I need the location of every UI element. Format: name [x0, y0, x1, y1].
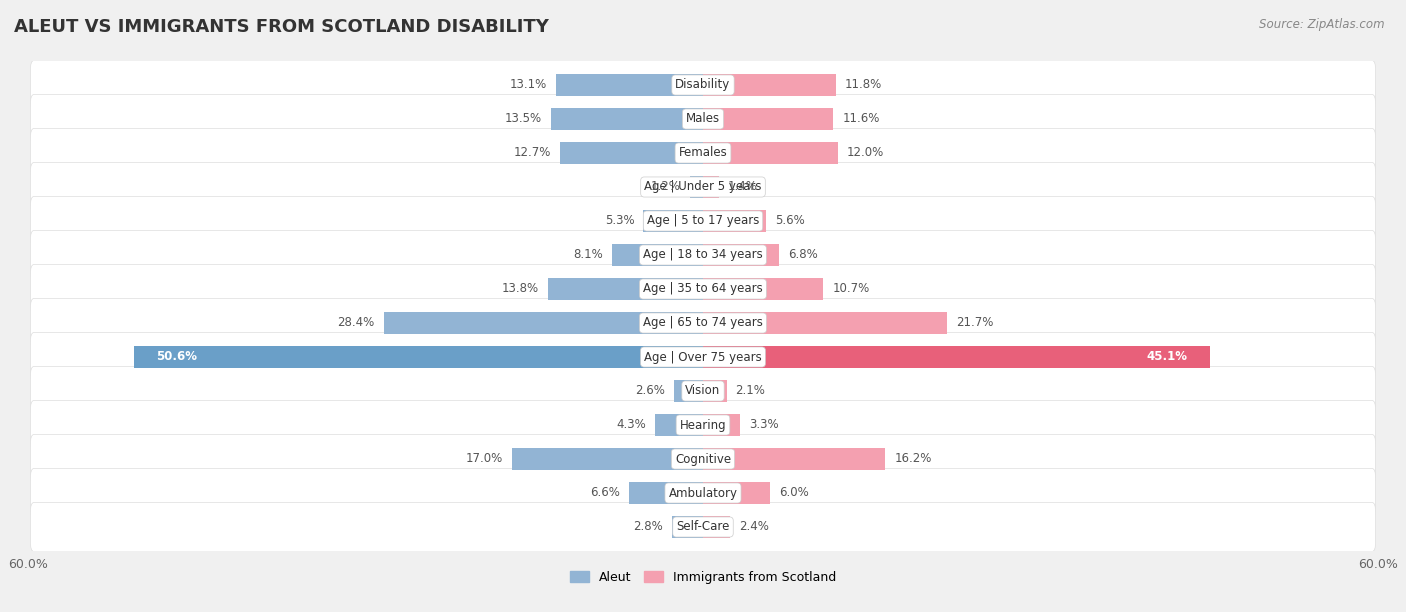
Text: 21.7%: 21.7% — [956, 316, 994, 329]
FancyBboxPatch shape — [31, 196, 1375, 245]
Bar — [628, 482, 703, 504]
Bar — [703, 108, 834, 130]
FancyBboxPatch shape — [31, 502, 1375, 551]
Bar — [548, 278, 703, 299]
Text: 5.6%: 5.6% — [775, 214, 804, 228]
Text: 45.1%: 45.1% — [1147, 351, 1188, 364]
Text: Age | Over 75 years: Age | Over 75 years — [644, 351, 762, 364]
Text: 12.0%: 12.0% — [846, 146, 884, 160]
Text: 6.0%: 6.0% — [779, 487, 810, 499]
Bar — [703, 211, 766, 231]
Text: Age | 5 to 17 years: Age | 5 to 17 years — [647, 214, 759, 228]
Bar — [560, 143, 703, 163]
Text: 17.0%: 17.0% — [465, 452, 503, 466]
Text: 12.7%: 12.7% — [513, 146, 551, 160]
Text: 2.1%: 2.1% — [735, 384, 765, 398]
Text: 13.5%: 13.5% — [505, 113, 543, 125]
Bar — [689, 176, 703, 198]
Text: Age | 35 to 64 years: Age | 35 to 64 years — [643, 283, 763, 296]
Legend: Aleut, Immigrants from Scotland: Aleut, Immigrants from Scotland — [565, 565, 841, 589]
FancyBboxPatch shape — [31, 163, 1375, 212]
FancyBboxPatch shape — [31, 94, 1375, 143]
Text: 2.8%: 2.8% — [633, 520, 662, 534]
Text: Source: ZipAtlas.com: Source: ZipAtlas.com — [1260, 18, 1385, 31]
Bar — [703, 143, 838, 163]
Text: Age | Under 5 years: Age | Under 5 years — [644, 181, 762, 193]
Text: 28.4%: 28.4% — [337, 316, 374, 329]
Text: 11.6%: 11.6% — [842, 113, 880, 125]
Bar — [703, 313, 948, 334]
Text: 2.4%: 2.4% — [740, 520, 769, 534]
Bar — [703, 482, 770, 504]
Bar — [551, 108, 703, 130]
Text: 1.4%: 1.4% — [728, 181, 758, 193]
Text: ALEUT VS IMMIGRANTS FROM SCOTLAND DISABILITY: ALEUT VS IMMIGRANTS FROM SCOTLAND DISABI… — [14, 18, 548, 36]
Bar — [703, 346, 1211, 368]
Text: Disability: Disability — [675, 78, 731, 92]
Bar — [703, 449, 886, 469]
Bar — [655, 414, 703, 436]
Text: Cognitive: Cognitive — [675, 452, 731, 466]
Text: Ambulatory: Ambulatory — [668, 487, 738, 499]
Text: Self-Care: Self-Care — [676, 520, 730, 534]
FancyBboxPatch shape — [31, 231, 1375, 280]
FancyBboxPatch shape — [31, 367, 1375, 416]
Text: 4.3%: 4.3% — [616, 419, 645, 431]
Text: 13.1%: 13.1% — [509, 78, 547, 92]
Text: Vision: Vision — [685, 384, 721, 398]
Bar — [703, 176, 718, 198]
Text: Males: Males — [686, 113, 720, 125]
FancyBboxPatch shape — [31, 299, 1375, 348]
Text: 10.7%: 10.7% — [832, 283, 869, 296]
Text: 8.1%: 8.1% — [574, 248, 603, 261]
Text: 11.8%: 11.8% — [845, 78, 882, 92]
Text: 1.2%: 1.2% — [651, 181, 681, 193]
FancyBboxPatch shape — [31, 61, 1375, 110]
FancyBboxPatch shape — [31, 400, 1375, 449]
Text: 13.8%: 13.8% — [502, 283, 538, 296]
Bar — [555, 75, 703, 95]
Text: 6.8%: 6.8% — [789, 248, 818, 261]
Text: Hearing: Hearing — [679, 419, 727, 431]
Bar — [673, 381, 703, 401]
Text: 50.6%: 50.6% — [156, 351, 197, 364]
Text: Females: Females — [679, 146, 727, 160]
Bar — [703, 278, 824, 299]
Text: 2.6%: 2.6% — [636, 384, 665, 398]
Text: 5.3%: 5.3% — [605, 214, 634, 228]
Bar — [512, 449, 703, 469]
Bar — [703, 414, 740, 436]
FancyBboxPatch shape — [31, 129, 1375, 177]
Bar — [703, 381, 727, 401]
Bar — [703, 244, 779, 266]
FancyBboxPatch shape — [31, 332, 1375, 381]
Bar — [703, 75, 835, 95]
FancyBboxPatch shape — [31, 469, 1375, 518]
Text: Age | 18 to 34 years: Age | 18 to 34 years — [643, 248, 763, 261]
Bar — [644, 211, 703, 231]
Bar — [134, 346, 703, 368]
Text: 3.3%: 3.3% — [749, 419, 779, 431]
Bar — [384, 313, 703, 334]
Bar — [672, 517, 703, 537]
Text: Age | 65 to 74 years: Age | 65 to 74 years — [643, 316, 763, 329]
Bar — [703, 517, 730, 537]
Text: 6.6%: 6.6% — [591, 487, 620, 499]
Bar — [612, 244, 703, 266]
Text: 16.2%: 16.2% — [894, 452, 932, 466]
FancyBboxPatch shape — [31, 435, 1375, 483]
FancyBboxPatch shape — [31, 264, 1375, 313]
